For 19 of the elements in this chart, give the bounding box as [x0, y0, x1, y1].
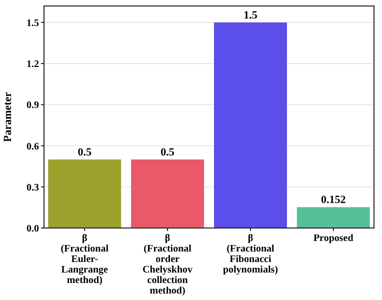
x-tick-label: Proposed	[313, 233, 354, 244]
y-tick-label: 0.3	[26, 182, 39, 194]
data-label: 0.152	[320, 194, 346, 206]
y-tick-label: 0.0	[26, 224, 39, 234]
data-label: 0.5	[160, 146, 175, 158]
y-tick-label: 1.5	[26, 18, 39, 29]
x-tick-label: β (Fractional Euler- Langrange method)	[60, 233, 109, 286]
x-tick-label: β (Fractional Fibonacci polynomials)	[222, 233, 278, 276]
x-tick-label: β (Fractional order Chelyskhov collection method)	[142, 233, 193, 296]
y-tick-label: 0.6	[26, 141, 39, 152]
bar	[131, 159, 204, 228]
y-tick-label: 1.2	[26, 59, 39, 70]
y-tick-label: 0.9	[26, 100, 39, 112]
bar	[214, 22, 287, 228]
bar	[296, 207, 370, 228]
bar	[48, 159, 122, 228]
y-axis-title: Parameter	[2, 92, 14, 142]
data-label: 0.5	[78, 146, 92, 158]
data-label: 1.5	[244, 9, 258, 22]
